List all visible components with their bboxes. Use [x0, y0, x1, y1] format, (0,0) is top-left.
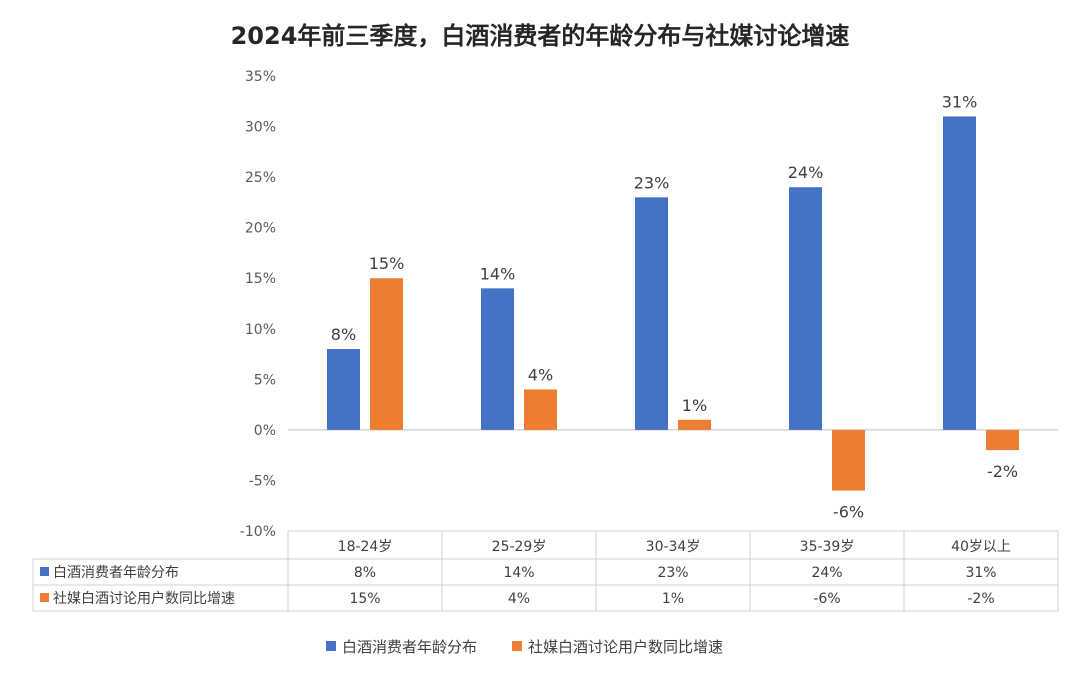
table-legend-key-2 [40, 593, 49, 602]
table-legend-key-1 [40, 567, 49, 576]
bar-series-2 [678, 419, 711, 430]
category-label: 30-34岁 [646, 539, 701, 555]
category-label: 40岁以上 [951, 539, 1011, 555]
data-label: 31% [942, 92, 978, 111]
legend-label: 社媒白酒讨论用户数同比增速 [528, 638, 723, 656]
data-label: 4% [528, 365, 553, 384]
data-label: 8% [331, 325, 356, 344]
data-label: 15% [369, 254, 405, 273]
table-series-name: 白酒消费者年龄分布 [53, 565, 179, 581]
table-cell: 23% [657, 565, 688, 581]
category-label: 25-29岁 [492, 539, 547, 555]
table-series-name: 社媒白酒讨论用户数同比增速 [53, 590, 235, 607]
table-cell: 15% [349, 591, 380, 607]
y-tick-label: 25% [245, 170, 276, 186]
legend-key-2 [512, 641, 522, 651]
chart-title: 2024年前三季度，白酒消费者的年龄分布与社媒讨论增速 [230, 22, 850, 50]
bar-series-1 [481, 288, 514, 430]
y-tick-label: 20% [245, 221, 276, 237]
table-cell: 31% [965, 565, 996, 581]
table-cell: 8% [354, 565, 376, 581]
data-label: -6% [833, 503, 864, 522]
legend-label: 白酒消费者年龄分布 [342, 638, 477, 656]
table-cell: -2% [967, 591, 994, 607]
table-cell: 1% [662, 591, 684, 607]
category-label: 18-24岁 [338, 539, 393, 555]
table-cell: 14% [503, 565, 534, 581]
bar-series-1 [327, 349, 360, 430]
y-tick-label: 0% [254, 423, 276, 439]
data-label: -2% [987, 462, 1018, 481]
bar-series-1 [789, 187, 822, 430]
data-label: 1% [682, 396, 707, 415]
y-tick-label: -5% [249, 473, 276, 489]
y-tick-label: 30% [245, 120, 276, 136]
y-tick-label: -10% [240, 524, 276, 540]
y-tick-label: 5% [254, 372, 276, 388]
table-cell: 24% [811, 565, 842, 581]
bar-series-1 [943, 116, 976, 430]
data-label: 23% [634, 173, 670, 192]
legend-key-1 [326, 641, 336, 651]
y-tick-label: 15% [245, 271, 276, 287]
bar-series-2 [370, 278, 403, 430]
bar-series-2 [986, 429, 1019, 451]
table-cell: -6% [813, 591, 840, 607]
bar-series-2 [524, 389, 557, 430]
table-cell: 4% [508, 591, 530, 607]
bar-series-2 [832, 429, 865, 491]
y-tick-label: 10% [245, 322, 276, 338]
bar-series-1 [635, 197, 668, 430]
data-label: 14% [480, 264, 516, 283]
data-label: 24% [788, 163, 824, 182]
category-label: 35-39岁 [800, 539, 855, 555]
y-tick-label: 35% [245, 69, 276, 85]
